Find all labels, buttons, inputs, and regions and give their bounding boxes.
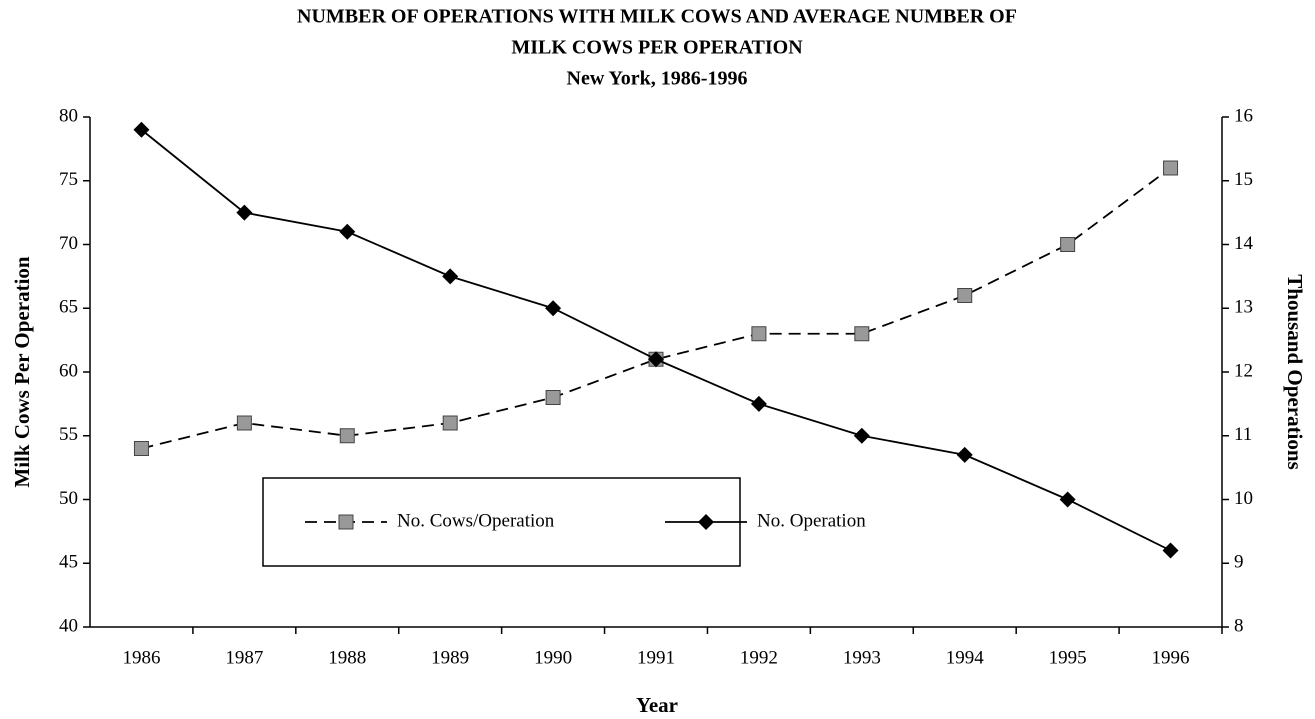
marker xyxy=(751,326,767,342)
y2-tick-label: 15 xyxy=(1234,169,1253,190)
y2-tick-label: 10 xyxy=(1234,488,1253,509)
marker xyxy=(236,204,253,221)
marker xyxy=(957,288,973,303)
y-tick-label: 75 xyxy=(59,169,78,190)
x-tick-label: 1993 xyxy=(843,647,881,668)
x-tick-label: 1996 xyxy=(1152,647,1190,668)
y2-tick-label: 12 xyxy=(1234,360,1253,381)
y-tick-label: 45 xyxy=(59,552,78,573)
x-tick-label: 1986 xyxy=(122,647,160,668)
y2-tick-label: 13 xyxy=(1234,297,1253,318)
x-tick-label: 1989 xyxy=(431,647,469,668)
chart-subtitle: New York, 1986-1996 xyxy=(567,68,748,90)
y-tick-label: 40 xyxy=(59,615,78,636)
x-tick-label: 1994 xyxy=(946,647,985,668)
marker xyxy=(133,441,149,456)
series-line xyxy=(141,167,1172,450)
x-axis-title: Year xyxy=(636,693,678,717)
marker xyxy=(1163,160,1179,176)
x-tick-label: 1990 xyxy=(534,647,572,668)
marker xyxy=(338,514,354,530)
marker xyxy=(339,428,355,444)
y-tick-label: 60 xyxy=(59,360,78,381)
legend-label: No. Cows/Operation xyxy=(397,510,555,531)
marker xyxy=(750,395,767,412)
y2-tick-label: 14 xyxy=(1234,233,1254,254)
marker xyxy=(339,223,356,240)
y-tick-label: 80 xyxy=(59,105,78,126)
marker xyxy=(853,427,870,444)
marker xyxy=(545,300,562,317)
marker xyxy=(133,121,150,138)
x-tick-label: 1987 xyxy=(225,647,263,668)
marker xyxy=(648,351,664,368)
chart-title: NUMBER OF OPERATIONS WITH MILK COWS AND … xyxy=(297,6,1017,28)
chart-title: MILK COWS PER OPERATION xyxy=(511,37,803,59)
marker xyxy=(1060,237,1076,252)
y-tick-label: 55 xyxy=(59,424,78,445)
marker xyxy=(698,514,714,530)
y-tick-label: 65 xyxy=(59,297,78,318)
y2-tick-label: 16 xyxy=(1234,105,1253,126)
marker xyxy=(1162,542,1179,559)
y-tick-label: 70 xyxy=(59,233,78,254)
x-tick-label: 1992 xyxy=(740,647,778,668)
marker xyxy=(1059,491,1076,508)
marker xyxy=(854,326,870,342)
y-tick-label: 50 xyxy=(59,488,78,509)
x-tick-label: 1988 xyxy=(328,647,366,668)
marker xyxy=(442,415,458,431)
legend-label: No. Operation xyxy=(757,510,866,531)
y2-tick-label: 11 xyxy=(1234,424,1252,445)
marker xyxy=(236,415,252,431)
y2-axis-title: Thousand Operations xyxy=(1283,274,1307,469)
x-tick-label: 1991 xyxy=(637,647,675,668)
marker xyxy=(442,268,459,285)
y2-tick-label: 8 xyxy=(1234,615,1244,636)
y2-tick-label: 9 xyxy=(1234,552,1244,573)
marker xyxy=(545,390,561,405)
marker xyxy=(956,446,973,463)
y-axis-title: Milk Cows Per Operation xyxy=(10,256,34,487)
x-tick-label: 1995 xyxy=(1049,647,1087,668)
